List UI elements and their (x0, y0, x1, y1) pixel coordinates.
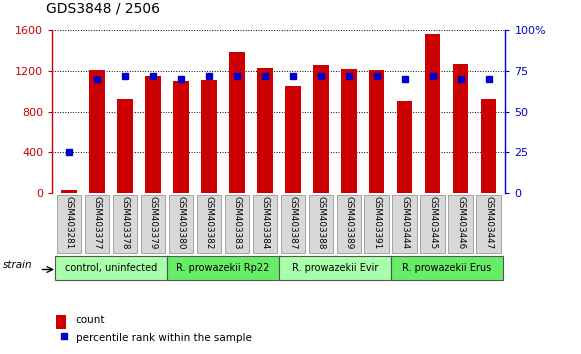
Text: R. prowazekii Erus: R. prowazekii Erus (402, 263, 492, 273)
FancyBboxPatch shape (113, 195, 137, 253)
Bar (89, 70, 105, 193)
Bar (145, 76, 161, 193)
Text: GSM403383: GSM403383 (232, 196, 242, 250)
Bar (285, 86, 300, 193)
Text: GSM403380: GSM403380 (177, 196, 185, 250)
Bar (453, 64, 468, 193)
Text: GSM403378: GSM403378 (120, 196, 130, 250)
Bar (369, 70, 385, 193)
FancyBboxPatch shape (309, 195, 333, 253)
Text: GSM403446: GSM403446 (456, 196, 465, 250)
Bar (341, 69, 357, 193)
Bar (117, 99, 132, 193)
FancyBboxPatch shape (279, 256, 391, 280)
Bar (201, 80, 217, 193)
Text: GSM403444: GSM403444 (400, 196, 409, 250)
FancyBboxPatch shape (476, 195, 501, 253)
FancyBboxPatch shape (336, 195, 361, 253)
FancyBboxPatch shape (167, 256, 279, 280)
Text: strain: strain (3, 261, 33, 270)
Text: R. prowazekii Rp22: R. prowazekii Rp22 (176, 263, 270, 273)
Bar (173, 81, 189, 193)
Text: GSM403281: GSM403281 (64, 196, 74, 250)
Bar (481, 99, 496, 193)
Bar (313, 65, 328, 193)
Text: GSM403445: GSM403445 (428, 196, 437, 250)
FancyBboxPatch shape (364, 195, 389, 253)
FancyBboxPatch shape (141, 195, 166, 253)
FancyBboxPatch shape (57, 195, 81, 253)
Text: GSM403389: GSM403389 (345, 196, 353, 250)
Text: GSM403379: GSM403379 (149, 196, 157, 250)
Text: GSM403447: GSM403447 (484, 196, 493, 250)
Text: GSM403387: GSM403387 (288, 196, 297, 250)
FancyBboxPatch shape (391, 256, 503, 280)
FancyBboxPatch shape (55, 256, 167, 280)
Text: GSM403391: GSM403391 (372, 196, 381, 250)
Bar (257, 68, 272, 193)
FancyBboxPatch shape (225, 195, 249, 253)
Text: GSM403377: GSM403377 (92, 196, 102, 250)
FancyBboxPatch shape (85, 195, 109, 253)
Bar (229, 52, 245, 193)
Text: count: count (76, 315, 105, 325)
FancyBboxPatch shape (421, 195, 445, 253)
Bar (425, 34, 440, 193)
Text: GSM403382: GSM403382 (205, 196, 213, 250)
FancyBboxPatch shape (253, 195, 277, 253)
FancyBboxPatch shape (196, 195, 221, 253)
Text: control, uninfected: control, uninfected (65, 263, 157, 273)
FancyBboxPatch shape (168, 195, 193, 253)
FancyBboxPatch shape (449, 195, 473, 253)
Text: GSM403384: GSM403384 (260, 196, 270, 250)
Text: percentile rank within the sample: percentile rank within the sample (76, 333, 252, 343)
FancyBboxPatch shape (392, 195, 417, 253)
Text: R. prowazekii Evir: R. prowazekii Evir (292, 263, 378, 273)
Text: GDS3848 / 2506: GDS3848 / 2506 (46, 2, 160, 16)
Text: GSM403388: GSM403388 (316, 196, 325, 250)
FancyBboxPatch shape (281, 195, 305, 253)
Bar (62, 190, 77, 193)
Bar (397, 101, 413, 193)
